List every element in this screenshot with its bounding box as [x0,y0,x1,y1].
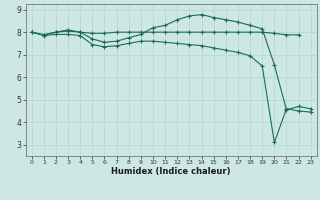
X-axis label: Humidex (Indice chaleur): Humidex (Indice chaleur) [111,167,231,176]
